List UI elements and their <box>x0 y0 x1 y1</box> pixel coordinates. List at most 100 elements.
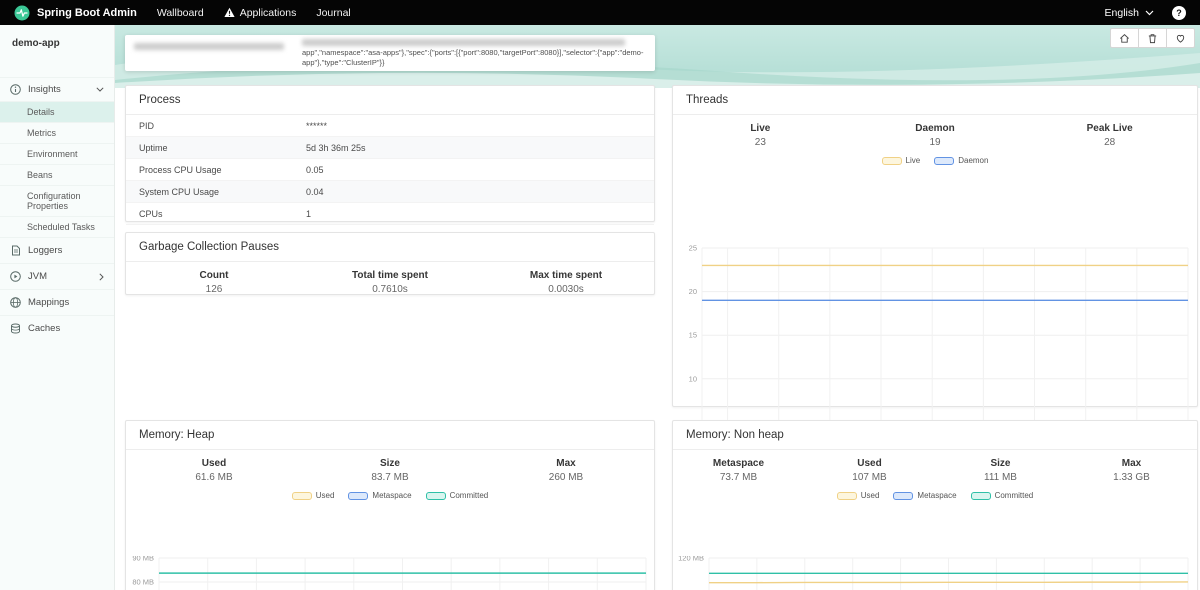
instance-actions <box>1110 28 1195 48</box>
legend-item-daemon[interactable]: Daemon <box>934 156 988 165</box>
legend-label: Used <box>860 491 880 500</box>
sidebar-item-configuration-properties[interactable]: Configuration Properties <box>0 185 114 216</box>
row-value: 5d 3h 36m 25s <box>306 142 366 153</box>
row-label: System CPU Usage <box>139 186 220 197</box>
sidebar-item-loggers[interactable]: Loggers <box>0 237 114 263</box>
legend-label: Daemon <box>958 156 989 165</box>
sidebar-mappings-label: Mappings <box>28 297 70 308</box>
sidebar-item-insights[interactable]: Insights <box>0 77 114 101</box>
sidebar-item-metrics[interactable]: Metrics <box>0 122 114 143</box>
sidebar: demo-app Insights Details Metrics Environm… <box>0 25 115 590</box>
help-button[interactable]: ? <box>1172 5 1186 20</box>
stat-label: Daemon <box>915 123 955 134</box>
svg-text:25: 25 <box>689 244 697 253</box>
legend-swatch <box>934 156 955 165</box>
stat: Max time spent 0.0030s <box>478 270 654 295</box>
svg-text:20: 20 <box>689 287 697 296</box>
trash-icon <box>1148 33 1157 43</box>
stat: Used 61.6 MB <box>126 458 302 483</box>
row-label: CPUs <box>139 208 163 219</box>
legend-label: Metaspace <box>917 491 957 500</box>
stat: Daemon 19 <box>848 123 1023 148</box>
stat-value: 1.33 GB <box>1113 472 1150 483</box>
legend-item-metaspace[interactable]: Metaspace <box>893 491 957 500</box>
language-selector[interactable]: English <box>1105 7 1154 19</box>
sidebar-item-caches[interactable]: Caches <box>0 315 114 341</box>
redacted-text <box>134 43 284 50</box>
chart-legend: Used Metaspace Committed <box>673 489 1197 502</box>
legend-item-metaspace[interactable]: Metaspace <box>348 491 412 500</box>
stat-label: Max <box>1121 458 1142 469</box>
svg-text:120 MB: 120 MB <box>678 556 704 563</box>
stat-value: 83.7 MB <box>371 472 409 483</box>
row-value: 1 <box>306 208 312 219</box>
home-button[interactable] <box>1110 28 1139 48</box>
stat-value: 61.6 MB <box>195 472 233 483</box>
jvm-icon <box>10 271 21 282</box>
nav-wallboard[interactable]: Wallboard <box>157 7 204 19</box>
sidebar-loggers-label: Loggers <box>28 245 63 256</box>
sidebar-jvm-label: JVM <box>28 271 47 282</box>
legend-item-live[interactable]: Live <box>881 156 920 165</box>
legend-label: Committed <box>994 491 1034 500</box>
row-label: Process CPU Usage <box>139 164 222 175</box>
legend-swatch <box>893 491 914 500</box>
stat-label: Max <box>556 458 576 469</box>
stat-label: Max time spent <box>529 270 603 281</box>
legend-label: Used <box>315 491 335 500</box>
loggers-icon <box>12 245 20 256</box>
stat-label: Used <box>201 458 227 469</box>
legend-swatch <box>425 491 446 500</box>
legend-item-committed[interactable]: Committed <box>970 491 1034 500</box>
sidebar-item-details[interactable]: Details <box>0 101 114 122</box>
brand[interactable]: Spring Boot Admin <box>14 5 137 21</box>
stat-value: 126 <box>205 284 223 295</box>
favorite-button[interactable] <box>1166 28 1195 48</box>
table-row: CPUs 1 <box>126 203 654 225</box>
svg-text:80 MB: 80 MB <box>132 578 154 587</box>
panel-title: Garbage Collection Pauses <box>126 233 654 262</box>
row-value: 0.04 <box>306 186 324 197</box>
table-row: Process CPU Usage 0.05 <box>126 159 654 181</box>
sidebar-item-environment[interactable]: Environment <box>0 143 114 164</box>
sidebar-item-beans[interactable]: Beans <box>0 164 114 185</box>
stat-label: Size <box>379 458 400 469</box>
stat: Size 83.7 MB <box>302 458 478 483</box>
caches-icon <box>11 323 20 334</box>
sidebar-item-mappings[interactable]: Mappings <box>0 289 114 315</box>
gc-stats: Count 126 Total time spent 0.7610s Max time … <box>126 262 654 301</box>
sidebar-insights-label: Insights <box>28 84 61 95</box>
legend-swatch <box>291 491 312 500</box>
mappings-icon <box>10 297 21 308</box>
chart-legend: Live Daemon <box>673 154 1197 167</box>
stat: Live 23 <box>673 123 848 148</box>
stat: Count 126 <box>126 270 302 295</box>
sidebar-item-scheduled-tasks[interactable]: Scheduled Tasks <box>0 216 114 237</box>
stat-value: 19 <box>929 137 941 148</box>
info-icon <box>10 84 21 95</box>
svg-text:90 MB: 90 MB <box>132 556 154 563</box>
legend-item-committed[interactable]: Committed <box>425 491 488 500</box>
delete-button[interactable] <box>1138 28 1167 48</box>
svg-text:15: 15 <box>689 331 697 340</box>
redacted-text <box>302 39 626 46</box>
stat-label: Peak Live <box>1086 123 1133 134</box>
legend-item-used[interactable]: Used <box>291 491 335 500</box>
nav-applications[interactable]: Applications <box>224 7 296 19</box>
chevron-down-icon <box>96 87 104 92</box>
metadata-json: app","namespace":"asa-apps"},"spec":{"po… <box>302 48 644 67</box>
legend-item-used[interactable]: Used <box>836 491 880 500</box>
nav-journal[interactable]: Journal <box>316 7 350 19</box>
threads-stats: Live 23 Daemon 19 Peak Live 28 <box>673 115 1197 154</box>
stat-value: 28 <box>1104 137 1116 148</box>
language-label: English <box>1104 6 1139 19</box>
header-banner: app","namespace":"asa-apps"},"spec":{"po… <box>115 25 1200 88</box>
stat-label: Metaspace <box>712 458 765 469</box>
sidebar-item-jvm[interactable]: JVM <box>0 263 114 289</box>
chevron-right-icon <box>99 272 104 281</box>
legend-swatch <box>970 491 991 500</box>
stat-label: Size <box>990 458 1011 469</box>
nonheap-stats: Metaspace 73.7 MB Used 107 MB Size 111 MB Max 1… <box>673 450 1197 489</box>
